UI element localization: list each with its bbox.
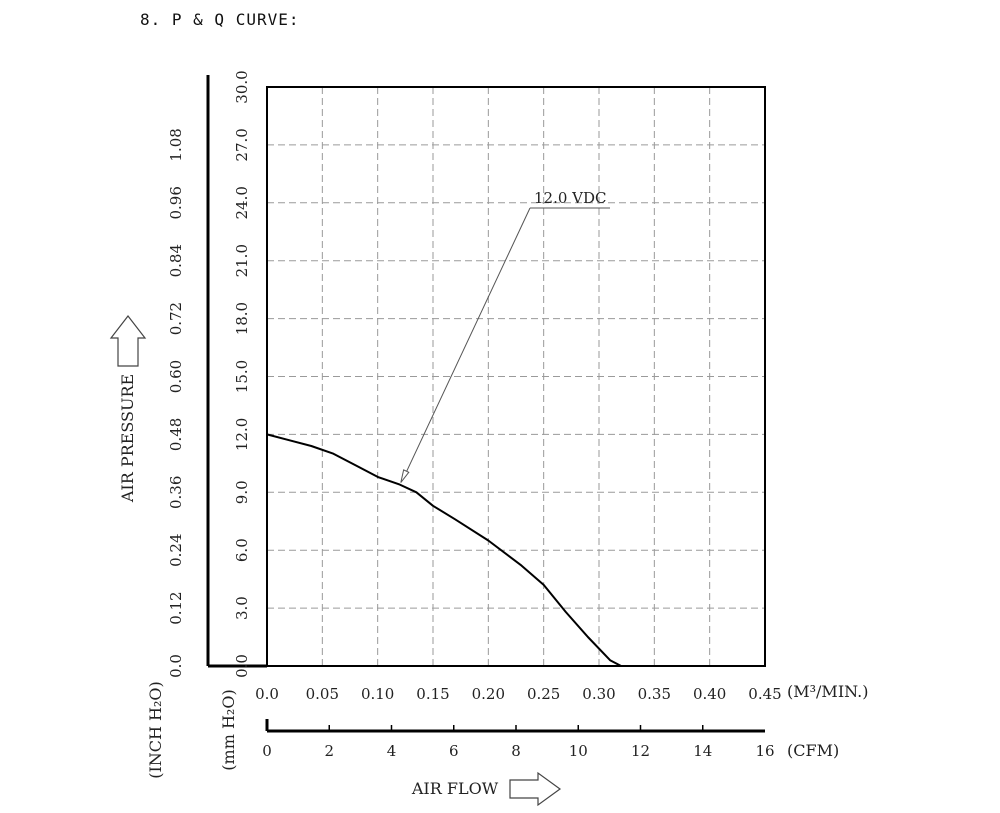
- x-m3-tick-label: 0.20: [472, 685, 505, 703]
- x-m3-tick-label: 0.0: [255, 685, 279, 703]
- y-mm-tick-label: 18.0: [233, 302, 251, 335]
- y-inch-tick-labels: 0.0 0.12 0.24 0.36 0.48 0.60 0.72 0.84 0.96 1.08: [167, 128, 185, 678]
- x-cfm-tick-labels: 0 2 4 6 8 10 12 14 16: [262, 742, 774, 760]
- x-cfm-tick-label: 16: [755, 742, 774, 760]
- x-cfm-tick-label: 2: [324, 742, 334, 760]
- y-axis-label: AIR PRESSURE: [118, 374, 137, 503]
- y-mm-unit-label: (mm H₂O): [219, 689, 238, 770]
- y-inch-tick-label: 0.12: [167, 591, 185, 624]
- y-mm-tick-label: 12.0: [233, 418, 251, 451]
- x-cfm-tick-label: 8: [511, 742, 521, 760]
- y-mm-tick-label: 9.0: [233, 480, 251, 504]
- y-inch-tick-label: 0.72: [167, 302, 185, 335]
- y-mm-tick-labels: 0.0 3.0 6.0 9.0 12.0 15.0 18.0 21.0 24.0 27.0 30.0: [233, 70, 251, 678]
- annotation-leader-line: [402, 207, 531, 480]
- annotation-layer: 12.0 VDC: [400, 189, 610, 483]
- x-m3-tick-label: 0.25: [527, 685, 560, 703]
- y-mm-tick-label: 0.0: [233, 654, 251, 678]
- series-layer: [266, 433, 622, 667]
- x-cfm-tick-label: 4: [387, 742, 397, 760]
- x-axis-label: AIR FLOW: [411, 779, 499, 798]
- y-mm-tick-label: 6.0: [233, 538, 251, 562]
- x-m3-tick-label: 0.05: [306, 685, 339, 703]
- y-inch-tick-label: 0.96: [167, 186, 185, 219]
- plot-frame: [266, 86, 766, 667]
- x-cfm-tick-label: 6: [449, 742, 459, 760]
- x-m3-tick-label: 0.45: [748, 685, 781, 703]
- y-mm-tick-label: 30.0: [233, 70, 251, 103]
- x-m3-tick-label: 0.35: [638, 685, 671, 703]
- y-inch-tick-label: 0.36: [167, 476, 185, 509]
- y-mm-tick-label: 27.0: [233, 128, 251, 161]
- annotation-arrowhead: [400, 469, 410, 483]
- y-inch-unit-label: (INCH H₂O): [146, 681, 165, 779]
- series-line-12vdc: [266, 433, 622, 667]
- cfm-tick-marks: [328, 725, 704, 731]
- right-arrow-icon: [509, 771, 562, 807]
- y-mm-tick-label: 24.0: [233, 186, 251, 219]
- x-m3-unit-label: (M³/MIN.): [787, 682, 868, 701]
- x-cfm-tick-label: 0: [262, 742, 272, 760]
- x-m3-tick-label: 0.15: [416, 685, 449, 703]
- x-cfm-tick-label: 10: [569, 742, 588, 760]
- x-cfm-tick-label: 12: [631, 742, 650, 760]
- x-cfm-unit-label: (CFM): [787, 741, 839, 760]
- x-m3-tick-label: 0.10: [361, 685, 394, 703]
- grid-lines: [267, 87, 765, 666]
- y-inch-tick-label: 0.24: [167, 533, 185, 566]
- series-annotation-label: 12.0 VDC: [534, 189, 607, 207]
- y-inch-tick-label: 1.08: [167, 128, 185, 161]
- x-m3-tick-label: 0.30: [582, 685, 615, 703]
- x-m3-tick-labels: 0.0 0.05 0.10 0.15 0.20 0.25 0.30 0.35 0.40 0.45: [255, 685, 782, 703]
- page-title: 8. P & Q CURVE:: [140, 10, 300, 29]
- x-m3-tick-label: 0.40: [693, 685, 726, 703]
- up-arrow-icon: [109, 315, 147, 367]
- y-mm-tick-label: 3.0: [233, 596, 251, 620]
- y-mm-tick-label: 15.0: [233, 360, 251, 393]
- y-inch-tick-label: 0.48: [167, 418, 185, 451]
- y-inch-tick-label: 0.84: [167, 244, 185, 277]
- y-mm-tick-label: 21.0: [233, 244, 251, 277]
- x-cfm-tick-label: 14: [693, 742, 712, 760]
- y-inch-tick-label: 0.60: [167, 360, 185, 393]
- y-inch-tick-label: 0.0: [167, 654, 185, 678]
